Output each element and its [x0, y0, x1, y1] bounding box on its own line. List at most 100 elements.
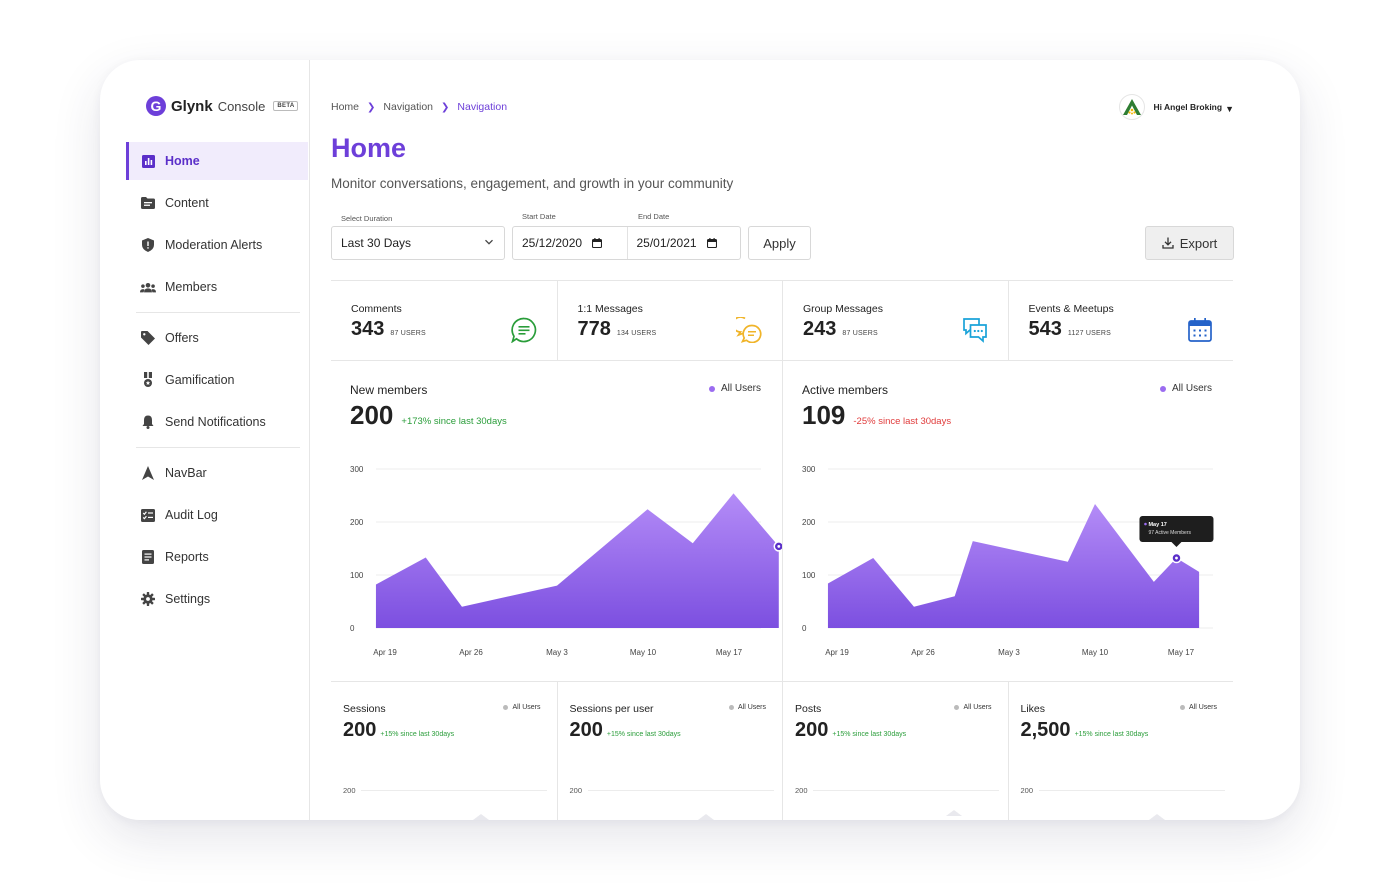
sidebar-item-gamification[interactable]: Gamification: [126, 361, 308, 399]
stat-users: 1127 USERS: [1067, 330, 1111, 337]
sidebar-item-label: Audit Log: [165, 508, 218, 522]
x-tick-label: May 3: [998, 648, 1020, 657]
sidebar-item-label: Moderation Alerts: [165, 238, 263, 252]
member-charts: New members 200 +173% since last 30days A…: [331, 361, 1233, 682]
mini-gridline: [813, 790, 999, 791]
mini-legend[interactable]: All Users: [728, 704, 766, 711]
apply-button[interactable]: Apply: [748, 226, 811, 260]
sidebar-item-label: Content: [165, 196, 209, 210]
stat-card-events[interactable]: Events & Meetups 543 1127 USERS: [1007, 281, 1234, 360]
breadcrumb: Home ❯ Navigation ❯ Navigation: [331, 101, 507, 113]
tooltip-date: May 17: [1148, 522, 1166, 528]
calendar-small-icon: [706, 238, 717, 248]
chat-bubble-icon: [510, 317, 536, 343]
stat-value: 343 87 USERS: [351, 318, 426, 341]
chart-number: 109: [802, 400, 846, 430]
console-window: G Glynk Console BETA Home Content: [100, 60, 1300, 820]
mini-number: 200: [343, 719, 377, 741]
legend-label: All Users: [737, 704, 766, 711]
stat-number: 243: [803, 318, 837, 340]
end-date-field[interactable]: 25/01/2021: [626, 227, 741, 259]
sidebar-item-moderation-alerts[interactable]: Moderation Alerts: [126, 226, 308, 264]
export-button[interactable]: Export: [1145, 226, 1234, 260]
sidebar-item-reports[interactable]: Reports: [126, 538, 308, 576]
mini-legend[interactable]: All Users: [1179, 704, 1217, 711]
logo[interactable]: G Glynk Console BETA: [146, 96, 299, 116]
stat-card-messages[interactable]: 1:1 Messages 778 134 USERS: [556, 281, 783, 360]
mini-number: 200: [569, 719, 603, 741]
breadcrumb-home[interactable]: Home: [331, 101, 360, 113]
download-icon: [1162, 237, 1174, 249]
tooltip-text: 97 Active Members: [1148, 530, 1191, 536]
legend-label: All Users: [1188, 704, 1217, 711]
sidebar-item-offers[interactable]: Offers: [126, 319, 308, 357]
mini-card-sessions[interactable]: Sessions 200 +15% since last 30days All U…: [331, 682, 557, 820]
sidebar-item-label: Offers: [165, 331, 199, 345]
highlight-point-center: [777, 544, 781, 548]
mini-delta: +15% since last 30days: [1074, 731, 1149, 738]
start-date-field[interactable]: 25/12/2020: [513, 227, 627, 259]
chart-legend[interactable]: All Users: [1159, 383, 1212, 394]
mini-axis-label: 200: [1020, 786, 1034, 795]
area-series-all-users: [375, 493, 779, 628]
mini-title: Likes: [1020, 703, 1046, 715]
sidebar-item-label: Reports: [165, 550, 209, 564]
stat-cards: Comments 343 87 USERS 1:1 Messages 778 134…: [331, 280, 1233, 361]
caret-down-icon: ▼: [1225, 103, 1234, 114]
sidebar-divider: [136, 312, 300, 313]
chart-legend[interactable]: All Users: [708, 383, 761, 394]
chevron-right-icon: ❯: [441, 101, 450, 113]
sidebar-item-settings[interactable]: Settings: [126, 580, 308, 618]
stat-label: Comments: [351, 303, 402, 315]
sidebar-item-navbar[interactable]: NavBar: [126, 454, 308, 492]
sidebar-item-label: Send Notifications: [165, 415, 266, 429]
duration-label: Select Duration: [341, 214, 393, 223]
messages-icon: [736, 317, 762, 343]
calendar-small-icon: [592, 238, 603, 248]
mini-legend[interactable]: All Users: [503, 704, 541, 711]
new-members-area-chart[interactable]: 0 100 200 300 Apr 19 Apr 26 May 3 May 10 May 17: [331, 361, 782, 682]
mini-legend[interactable]: All Users: [954, 704, 992, 711]
stat-card-comments[interactable]: Comments 343 87 USERS: [331, 281, 557, 360]
sidebar-divider: [136, 447, 300, 448]
duration-select[interactable]: Last 30 Days: [331, 226, 505, 260]
sidebar-item-content[interactable]: Content: [126, 184, 308, 222]
x-tick-label: Apr 19: [825, 648, 849, 657]
beta-badge: BETA: [273, 101, 299, 111]
date-range: 25/12/2020 25/01/2021: [512, 226, 741, 260]
chevron-down-icon: [485, 239, 493, 245]
mini-gridline: [587, 790, 774, 791]
product-name: Console: [217, 98, 266, 114]
user-menu[interactable]: Hi Angel Broking ▼: [1119, 94, 1234, 120]
mini-title: Sessions: [343, 703, 386, 715]
document-icon: [140, 549, 156, 565]
y-tick-label: 300: [802, 465, 816, 474]
sidebar-item-home[interactable]: Home: [126, 142, 308, 180]
sidebar-item-members[interactable]: Members: [126, 268, 308, 306]
mini-gridline: [1038, 790, 1225, 791]
mini-title: Sessions per user: [569, 703, 654, 715]
main-content: Home ❯ Navigation ❯ Navigation Hi Angel …: [330, 60, 1240, 820]
tag-icon: [140, 330, 156, 346]
sidebar: G Glynk Console BETA Home Content: [100, 60, 310, 820]
mini-card-sessions-per-user[interactable]: Sessions per user 200 +15% since last 30d…: [556, 682, 783, 820]
stat-value: 543 1127 USERS: [1029, 318, 1112, 341]
mini-chart-peak: [473, 814, 489, 820]
breadcrumb-navigation[interactable]: Navigation: [383, 101, 434, 113]
mini-card-likes[interactable]: Likes 2,500 +15% since last 30days All Us…: [1007, 682, 1234, 820]
mini-gridline: [361, 790, 547, 791]
chart-number: 200: [350, 400, 394, 430]
mini-chart-peak: [946, 810, 962, 816]
sidebar-item-label: Gamification: [165, 373, 235, 387]
x-tick-label: May 10: [1082, 648, 1109, 657]
sidebar-item-send-notifications[interactable]: Send Notifications: [126, 403, 308, 441]
sidebar-item-label: Home: [165, 154, 200, 168]
folder-icon: [140, 195, 156, 211]
stat-card-group-messages[interactable]: Group Messages 243 87 USERS: [782, 281, 1008, 360]
end-date-value: 25/01/2021: [636, 236, 697, 250]
sidebar-item-label: NavBar: [165, 466, 207, 480]
mini-card-posts[interactable]: Posts 200 +15% since last 30days All User…: [782, 682, 1008, 820]
sidebar-item-audit-log[interactable]: Audit Log: [126, 496, 308, 534]
sidebar-item-label: Members: [165, 280, 218, 294]
